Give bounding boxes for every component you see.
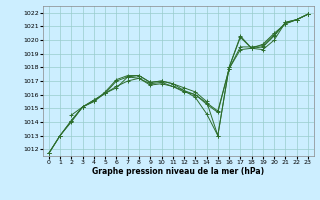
X-axis label: Graphe pression niveau de la mer (hPa): Graphe pression niveau de la mer (hPa) (92, 167, 264, 176)
